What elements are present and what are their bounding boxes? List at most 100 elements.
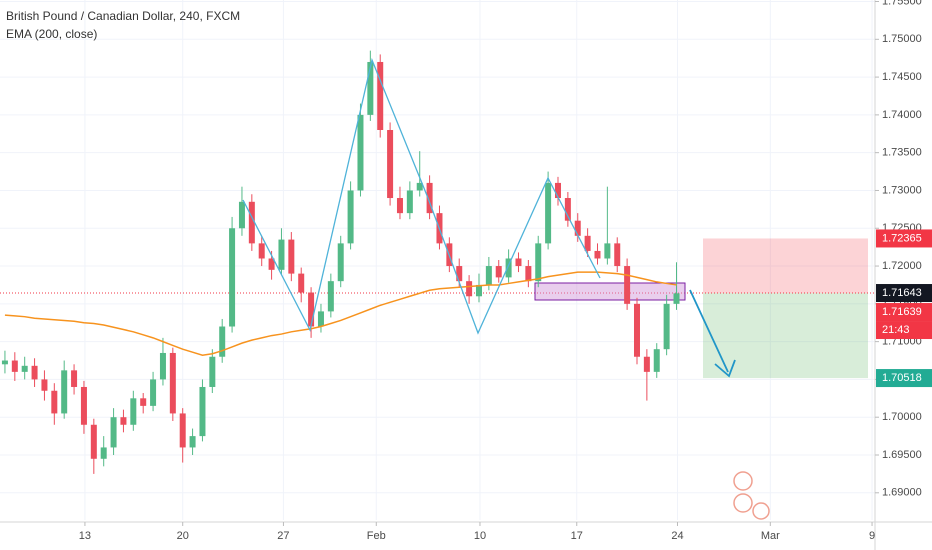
candle-body xyxy=(258,243,265,259)
candle-body xyxy=(633,303,640,357)
candle-body xyxy=(396,198,403,214)
candle-body xyxy=(337,243,344,282)
candle-body xyxy=(554,182,561,199)
candle-body xyxy=(140,398,147,406)
x-tick-label: 24 xyxy=(671,530,683,542)
indicator-label: EMA (200, close) xyxy=(6,27,97,41)
candle-body xyxy=(357,114,364,191)
candle-body xyxy=(268,258,275,270)
countdown-label-bg xyxy=(876,321,932,340)
candle-body xyxy=(308,292,315,327)
candle-body xyxy=(110,417,117,448)
candle-body xyxy=(229,228,236,327)
candle-body xyxy=(120,417,127,425)
stop-label-bg xyxy=(876,229,932,248)
candle-body xyxy=(416,182,423,191)
candle-body xyxy=(377,61,384,130)
x-tick-label: 20 xyxy=(177,530,189,542)
x-tick-label: 10 xyxy=(474,530,486,542)
last-price-label-bg xyxy=(876,303,932,322)
event-icon xyxy=(752,502,770,520)
candle-body xyxy=(1,360,8,365)
arrow-head xyxy=(714,359,736,378)
candle-body xyxy=(515,258,522,267)
stop-label: 1.72365 xyxy=(882,232,922,244)
candle-body xyxy=(456,266,463,282)
candle-body xyxy=(248,201,255,244)
candle-body xyxy=(278,239,285,270)
x-tick-label: Feb xyxy=(367,530,386,542)
candle-body xyxy=(347,190,354,244)
candle-body xyxy=(426,182,433,214)
entry-label: 1.71643 xyxy=(882,287,922,299)
candle-body xyxy=(387,130,394,199)
candle-body xyxy=(545,182,552,244)
y-tick-label: 1.70000 xyxy=(882,411,922,423)
candle-body xyxy=(288,239,295,274)
candle-body xyxy=(624,266,631,304)
y-tick-label: 1.73500 xyxy=(882,147,922,159)
target-zone xyxy=(703,293,868,379)
candle-body xyxy=(90,424,97,459)
candle-body xyxy=(673,293,680,304)
event-icons xyxy=(733,471,770,520)
x-tick-label: 17 xyxy=(571,530,583,542)
y-tick-label: 1.74000 xyxy=(882,109,922,121)
candle-body xyxy=(317,311,324,327)
candle-body xyxy=(150,379,157,406)
candle-body xyxy=(327,281,334,312)
candle-body xyxy=(584,235,591,251)
pattern-line xyxy=(242,57,601,335)
candle-body xyxy=(80,386,87,425)
countdown-label: 21:43 xyxy=(882,324,910,336)
candle-body xyxy=(406,190,413,214)
x-tick-label: 9 xyxy=(869,530,875,542)
candle-body xyxy=(21,365,28,372)
last-price-label: 1.71639 xyxy=(882,306,922,318)
candle-body xyxy=(564,198,571,221)
candle-body xyxy=(525,266,532,282)
candle-body xyxy=(71,370,78,387)
stop-zone xyxy=(703,238,868,294)
target-label-bg xyxy=(876,369,932,388)
forecast-arrow xyxy=(689,289,736,378)
candle-body xyxy=(574,220,581,236)
position-zones xyxy=(0,238,875,379)
candle-body xyxy=(663,303,670,350)
candle-body xyxy=(130,398,137,425)
candle-body xyxy=(219,326,226,357)
price-axis xyxy=(875,0,932,550)
x-tick-label: Mar xyxy=(761,530,780,542)
candle-body xyxy=(100,447,107,459)
candle-body xyxy=(209,356,216,387)
candle-body xyxy=(179,413,186,448)
target-label: 1.70518 xyxy=(882,372,922,384)
y-tick-label: 1.73000 xyxy=(882,184,922,196)
y-tick-label: 1.72000 xyxy=(882,260,922,272)
candle-body xyxy=(604,243,611,259)
candle-body xyxy=(653,349,660,372)
event-icon xyxy=(733,493,753,513)
candle-body xyxy=(298,273,305,293)
candle-body xyxy=(485,266,492,285)
candles xyxy=(1,50,680,474)
candle-body xyxy=(594,250,601,259)
candle-body xyxy=(614,243,621,267)
candle-body xyxy=(51,390,58,414)
consolidation-box xyxy=(534,282,686,301)
candle-body xyxy=(61,370,68,414)
candle-body xyxy=(199,386,206,437)
y-tick-label: 1.74500 xyxy=(882,71,922,83)
candle-body xyxy=(169,352,176,414)
candle-body xyxy=(189,436,196,448)
ema-line xyxy=(4,271,677,356)
event-icon xyxy=(733,471,753,491)
candle-body xyxy=(238,201,245,229)
y-tick-label: 1.69500 xyxy=(882,449,922,461)
candle-body xyxy=(475,284,482,297)
candle-body xyxy=(367,61,374,115)
x-tick-label: 13 xyxy=(79,530,91,542)
axes: 1.690001.695001.700001.705001.710001.715… xyxy=(79,0,932,542)
chart-title: British Pound / Canadian Dollar, 240, FX… xyxy=(6,9,240,23)
